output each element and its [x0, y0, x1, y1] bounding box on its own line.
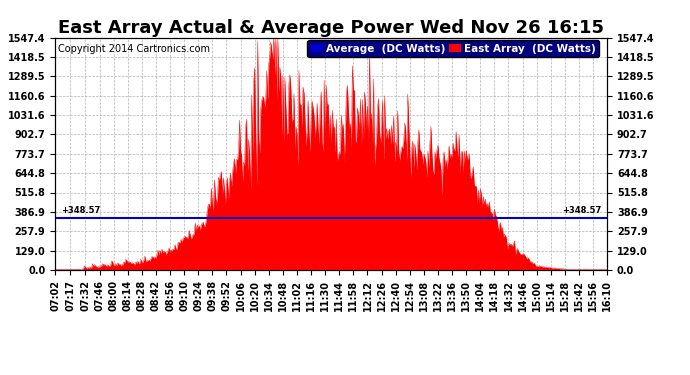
Text: +348.57: +348.57	[61, 206, 100, 215]
Title: East Array Actual & Average Power Wed Nov 26 16:15: East Array Actual & Average Power Wed No…	[58, 20, 604, 38]
Text: +348.57: +348.57	[562, 206, 602, 215]
Legend: Average  (DC Watts), East Array  (DC Watts): Average (DC Watts), East Array (DC Watts…	[308, 40, 599, 57]
Text: Copyright 2014 Cartronics.com: Copyright 2014 Cartronics.com	[58, 45, 210, 54]
